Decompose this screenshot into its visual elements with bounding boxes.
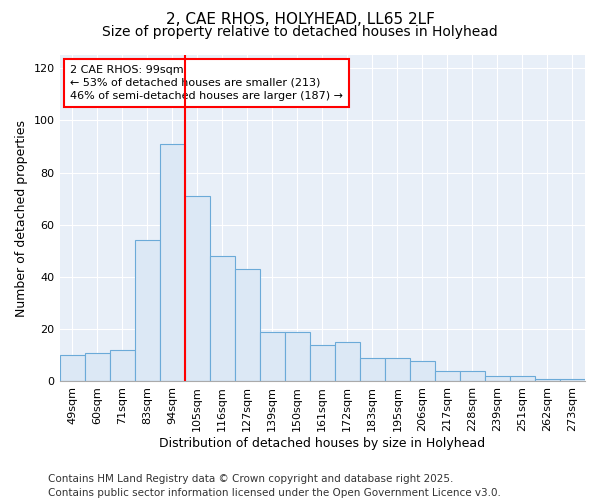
Text: Contains HM Land Registry data © Crown copyright and database right 2025.
Contai: Contains HM Land Registry data © Crown c… xyxy=(48,474,501,498)
Bar xyxy=(185,196,209,382)
Bar xyxy=(335,342,360,382)
Bar xyxy=(160,144,185,382)
X-axis label: Distribution of detached houses by size in Holyhead: Distribution of detached houses by size … xyxy=(159,437,485,450)
Text: 2 CAE RHOS: 99sqm
← 53% of detached houses are smaller (213)
46% of semi-detache: 2 CAE RHOS: 99sqm ← 53% of detached hous… xyxy=(70,65,343,101)
Bar xyxy=(485,376,510,382)
Text: Size of property relative to detached houses in Holyhead: Size of property relative to detached ho… xyxy=(102,25,498,39)
Bar xyxy=(59,356,85,382)
Bar xyxy=(360,358,385,382)
Bar xyxy=(410,360,435,382)
Y-axis label: Number of detached properties: Number of detached properties xyxy=(15,120,28,316)
Text: 2, CAE RHOS, HOLYHEAD, LL65 2LF: 2, CAE RHOS, HOLYHEAD, LL65 2LF xyxy=(166,12,434,28)
Bar xyxy=(235,269,260,382)
Bar xyxy=(535,379,560,382)
Bar xyxy=(560,379,585,382)
Bar xyxy=(310,345,335,382)
Bar xyxy=(209,256,235,382)
Bar xyxy=(285,332,310,382)
Bar xyxy=(510,376,535,382)
Bar xyxy=(260,332,285,382)
Bar xyxy=(460,371,485,382)
Bar xyxy=(134,240,160,382)
Bar xyxy=(110,350,134,382)
Bar xyxy=(85,352,110,382)
Bar xyxy=(435,371,460,382)
Bar xyxy=(385,358,410,382)
